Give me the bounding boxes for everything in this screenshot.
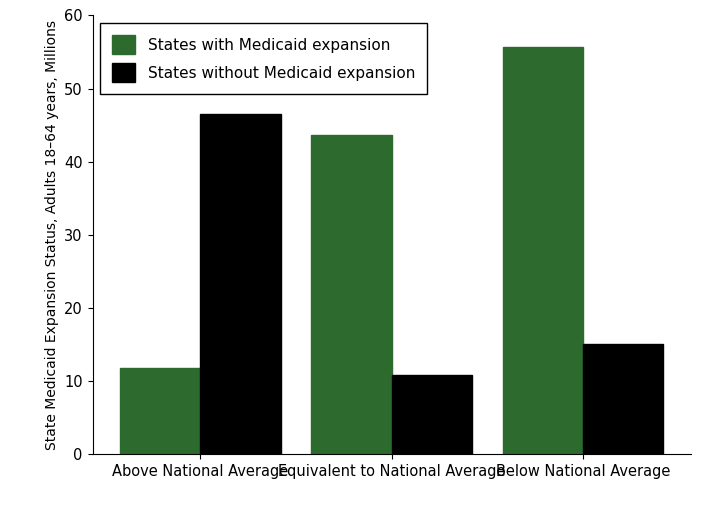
Y-axis label: State Medicaid Expansion Status, Adults 18–64 years, Millions: State Medicaid Expansion Status, Adults … <box>45 20 58 450</box>
Legend: States with Medicaid expansion, States without Medicaid expansion: States with Medicaid expansion, States w… <box>100 23 427 94</box>
Bar <box>583 344 664 454</box>
Bar <box>392 375 472 454</box>
Bar <box>200 114 281 454</box>
Bar <box>311 135 392 454</box>
Bar <box>120 368 200 454</box>
Bar <box>503 47 583 454</box>
